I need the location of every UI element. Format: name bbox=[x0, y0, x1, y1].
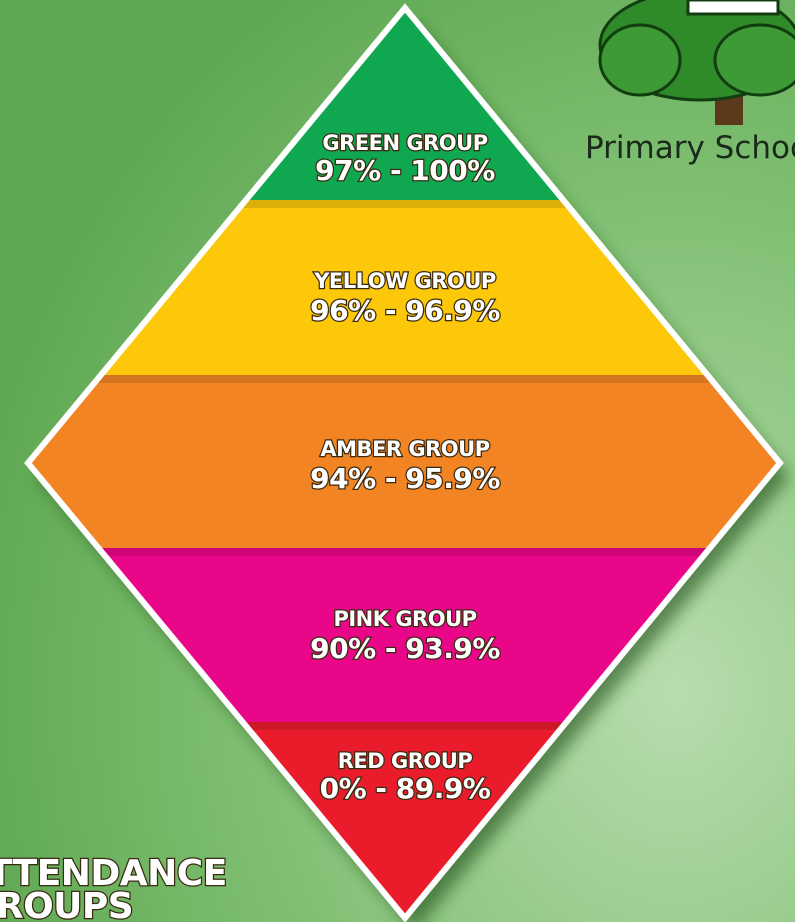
logo-text: Primary School bbox=[585, 130, 795, 166]
group-range: 0% - 89.9% bbox=[320, 772, 491, 805]
group-range: 94% - 95.9% bbox=[310, 462, 500, 495]
diamond-border bbox=[24, 3, 784, 922]
heading-line1: ATTENDANCE bbox=[0, 853, 227, 894]
group-range: 96% - 96.9% bbox=[310, 294, 500, 327]
heading-line2: GROUPS bbox=[0, 886, 133, 922]
group-name: RED GROUP bbox=[338, 749, 473, 773]
group-name: YELLOW GROUP bbox=[313, 269, 496, 293]
group-range: 90% - 93.9% bbox=[310, 632, 500, 665]
group-name: PINK GROUP bbox=[333, 607, 476, 631]
band-amber bbox=[28, 375, 780, 550]
group-range: 97% - 100% bbox=[315, 154, 495, 187]
group-name: GREEN GROUP bbox=[322, 131, 487, 155]
logo-tree bbox=[598, 0, 795, 125]
group-name: AMBER GROUP bbox=[320, 437, 489, 461]
